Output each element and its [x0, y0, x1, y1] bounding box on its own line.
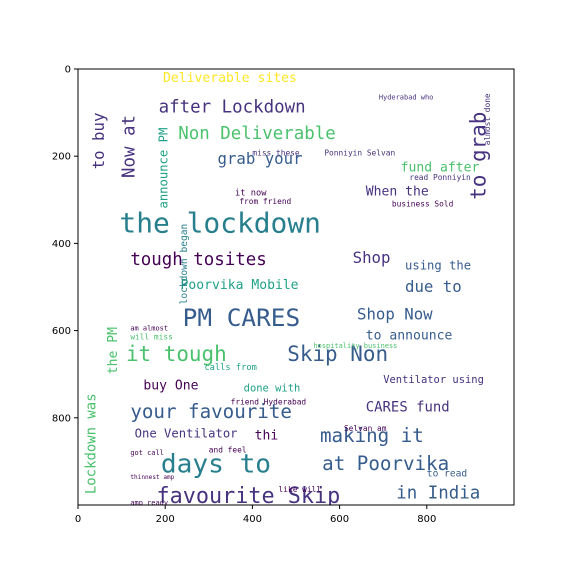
cloud-word: will miss	[130, 332, 173, 341]
cloud-word: Skip Non	[287, 342, 388, 366]
cloud-word: Lockdown was	[83, 393, 99, 494]
cloud-word: One Ventilator	[135, 426, 238, 440]
cloud-word: to grab	[467, 112, 491, 200]
cloud-word: after Lockdown	[159, 98, 306, 118]
cloud-word: got call	[130, 449, 164, 457]
cloud-word: Poorvika Mobile	[180, 278, 298, 293]
cloud-word: calls from	[204, 363, 257, 373]
cloud-word: it now	[235, 188, 267, 198]
cloud-word: Ponniyin Selvan	[324, 148, 395, 157]
cloud-word: to buy	[89, 113, 108, 170]
cloud-word: making it	[320, 424, 424, 447]
cloud-word: from friend	[239, 197, 291, 206]
cloud-word: in India	[396, 483, 480, 503]
cloud-word: hospitality business	[313, 342, 397, 350]
cloud-word: miss these	[252, 148, 300, 157]
cloud-word: tough tosites	[130, 250, 266, 270]
cloud-word: favourite Skip	[156, 484, 340, 509]
cloud-word: CARES fund	[366, 399, 450, 415]
x-axis: 0 200 400 600 800	[75, 505, 436, 525]
cloud-word: business Sold	[392, 199, 453, 208]
cloud-word: Non Deliverable	[178, 124, 335, 144]
words-layer: Deliverable sites after Lockdown Non Deliv…	[83, 71, 492, 509]
cloud-word: at Poorvika	[322, 452, 449, 475]
cloud-word: friend Hyderabad	[231, 398, 307, 407]
y-tick-label: 0	[65, 65, 71, 76]
cloud-word: done with	[244, 383, 301, 395]
cloud-word: Ventilator using	[383, 374, 484, 386]
cloud-word: read Ponniyin	[409, 173, 471, 182]
cloud-word: your favourite	[130, 400, 292, 423]
cloud-word: amp ready	[130, 499, 168, 507]
cloud-word: almost done	[483, 93, 492, 145]
x-tick-label: 0	[75, 514, 81, 525]
cloud-word: lockdown began	[179, 224, 190, 305]
cloud-word: announce PM	[156, 128, 170, 209]
cloud-word: Selvan am	[344, 424, 387, 433]
y-tick-label: 800	[52, 413, 71, 424]
cloud-word: Deliverable sites	[163, 71, 297, 86]
cloud-word: to read	[427, 469, 467, 480]
plot-frame	[77, 68, 515, 506]
y-tick-label: 600	[52, 326, 71, 337]
cloud-word: the PM	[106, 327, 121, 374]
x-tick-label: 400	[243, 514, 262, 525]
cloud-word: days to	[161, 449, 271, 479]
x-tick-label: 200	[156, 514, 175, 525]
cloud-word: PM CARES	[183, 303, 301, 332]
cloud-word: buy One	[143, 378, 198, 393]
cloud-word: like will	[279, 485, 322, 494]
x-tick-label: 800	[417, 514, 436, 525]
x-tick-label: 600	[330, 514, 349, 525]
cloud-word: When the	[366, 184, 429, 199]
y-tick-label: 200	[52, 152, 71, 163]
cloud-word: thinnest amp	[130, 474, 174, 481]
y-axis: 0 200 400 600 800	[52, 65, 78, 424]
cloud-word: the lockdown	[119, 207, 320, 240]
cloud-word: and feel	[209, 446, 247, 455]
cloud-word: thi	[255, 429, 279, 444]
cloud-word: it tough	[126, 342, 227, 366]
cloud-word: fund after	[401, 160, 480, 175]
cloud-word: Now at	[120, 115, 140, 178]
cloud-word: to announce	[366, 328, 453, 343]
cloud-word: Shop	[353, 248, 391, 267]
cloud-word: due to	[405, 277, 462, 296]
cloud-word: Hyderabad who	[379, 94, 434, 102]
cloud-word: Shop Now	[357, 305, 433, 324]
cloud-word: using the	[405, 259, 471, 273]
cloud-word: am almost	[130, 325, 168, 333]
y-tick-label: 400	[52, 239, 71, 250]
cloud-word: grab your	[218, 149, 303, 168]
